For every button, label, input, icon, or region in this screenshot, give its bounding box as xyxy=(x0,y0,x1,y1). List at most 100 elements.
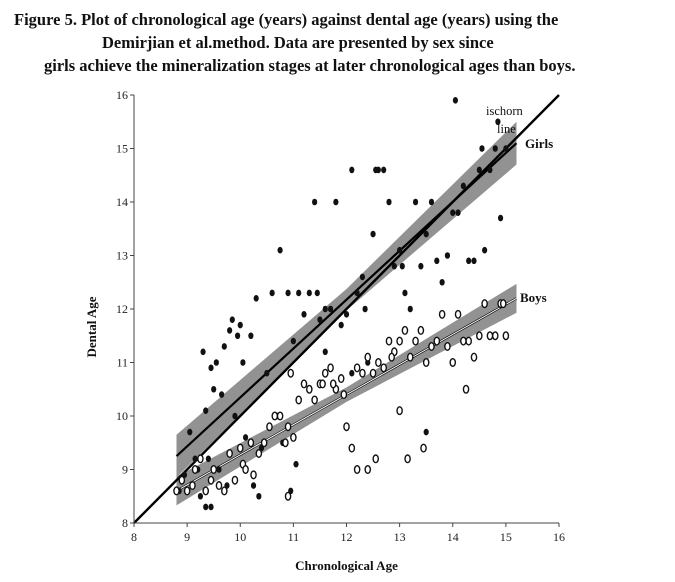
boys-point xyxy=(372,454,380,464)
x-tick-label: 14 xyxy=(447,530,459,544)
caption-line-3: girls achieve the mineralization stages … xyxy=(44,56,576,75)
ischorn-line-annotation: line xyxy=(497,122,516,136)
girls-point xyxy=(234,332,241,340)
boys-point xyxy=(454,309,462,319)
girls-point xyxy=(229,316,235,324)
girls-point xyxy=(495,118,501,126)
boys-point xyxy=(242,465,249,475)
x-tick-label: 12 xyxy=(341,530,353,544)
boys-point xyxy=(491,331,499,341)
boys-point xyxy=(375,358,382,368)
boys-point xyxy=(401,325,409,335)
boys-point xyxy=(221,486,228,496)
girls-point xyxy=(466,257,472,265)
boys-label: Boys xyxy=(520,290,547,305)
girls-point xyxy=(277,246,283,254)
boys-point xyxy=(470,352,478,362)
boys-point xyxy=(236,443,244,453)
girls-point xyxy=(253,295,259,302)
girls-point xyxy=(296,289,302,297)
boys-point xyxy=(282,438,289,448)
boys-point xyxy=(422,358,430,368)
girls-point xyxy=(242,434,249,441)
girls-point xyxy=(269,289,275,297)
girls-point xyxy=(450,209,456,216)
y-tick-label: 15 xyxy=(116,142,128,156)
boys-point xyxy=(396,406,403,416)
girls-point xyxy=(482,246,488,254)
x-tick-label: 11 xyxy=(288,530,300,544)
y-tick-label: 11 xyxy=(116,356,128,370)
x-axis-label: Chronological Age xyxy=(295,558,398,573)
boys-point xyxy=(271,411,279,421)
boys-point xyxy=(319,379,326,389)
girls-point xyxy=(208,503,214,511)
girls-point xyxy=(203,503,209,511)
girls-point xyxy=(187,428,193,436)
girls-point xyxy=(248,332,254,340)
boys-point xyxy=(388,352,395,362)
x-tick-label: 9 xyxy=(184,530,190,544)
girls-label: Girls xyxy=(525,136,553,151)
girls-point xyxy=(237,321,243,329)
girls-point xyxy=(349,369,355,377)
boys-point xyxy=(191,465,199,475)
girls-point xyxy=(256,492,262,500)
y-tick-label: 16 xyxy=(116,88,128,102)
boys-point xyxy=(476,331,483,341)
girls-point xyxy=(381,166,387,174)
boys-point xyxy=(202,486,210,496)
boys-point xyxy=(481,299,488,309)
girls-point xyxy=(423,230,429,238)
boys-point xyxy=(404,454,411,464)
figure-caption: Figure 5. Plot of chronological age (yea… xyxy=(0,8,675,77)
boys-point xyxy=(284,491,292,501)
girls-point xyxy=(423,428,429,436)
girls-point xyxy=(444,252,451,259)
y-tick-label: 12 xyxy=(116,302,128,316)
girls-point xyxy=(460,182,466,190)
boys-point xyxy=(449,358,457,368)
girls-point xyxy=(399,262,405,270)
girls-point xyxy=(213,359,219,366)
boys-point xyxy=(321,368,329,378)
girls-point xyxy=(232,412,238,420)
boys-point xyxy=(207,475,215,485)
boys-point xyxy=(462,384,470,394)
boys-point xyxy=(499,299,507,309)
girls-point xyxy=(338,321,344,329)
boys-point xyxy=(210,465,217,475)
y-tick-label: 14 xyxy=(116,195,128,209)
girls-point xyxy=(452,97,459,104)
x-tick-label: 16 xyxy=(553,530,565,544)
girls-point xyxy=(285,289,291,297)
girls-point xyxy=(290,337,296,345)
boys-point xyxy=(369,368,377,378)
boys-point xyxy=(396,336,403,346)
boys-point xyxy=(287,368,295,378)
boys-point xyxy=(178,475,186,485)
girls-point xyxy=(227,327,233,334)
boys-point xyxy=(340,390,348,400)
boys-point xyxy=(444,341,451,351)
girls-point xyxy=(412,198,419,206)
girls-point xyxy=(317,316,323,324)
girls-point xyxy=(397,246,403,254)
boys-point xyxy=(428,341,435,351)
caption-line-2: Demirjian et al.method. Data are present… xyxy=(102,33,494,52)
girls-point xyxy=(250,482,257,489)
boys-point xyxy=(385,336,393,346)
girls-point xyxy=(386,198,392,206)
boys-point xyxy=(433,336,441,346)
boys-point xyxy=(364,352,372,362)
boys-point xyxy=(306,384,313,394)
girls-point xyxy=(192,455,198,463)
girls-point xyxy=(216,466,222,473)
boys-point xyxy=(327,363,334,373)
ischorn-annotation: ischorn xyxy=(486,104,524,118)
caption-line-1: Figure 5. Plot of chronological age (yea… xyxy=(14,10,559,29)
x-tick-label: 8 xyxy=(131,530,137,544)
girls-point xyxy=(373,166,379,174)
boys-point xyxy=(290,432,297,442)
girls-point xyxy=(487,166,493,174)
